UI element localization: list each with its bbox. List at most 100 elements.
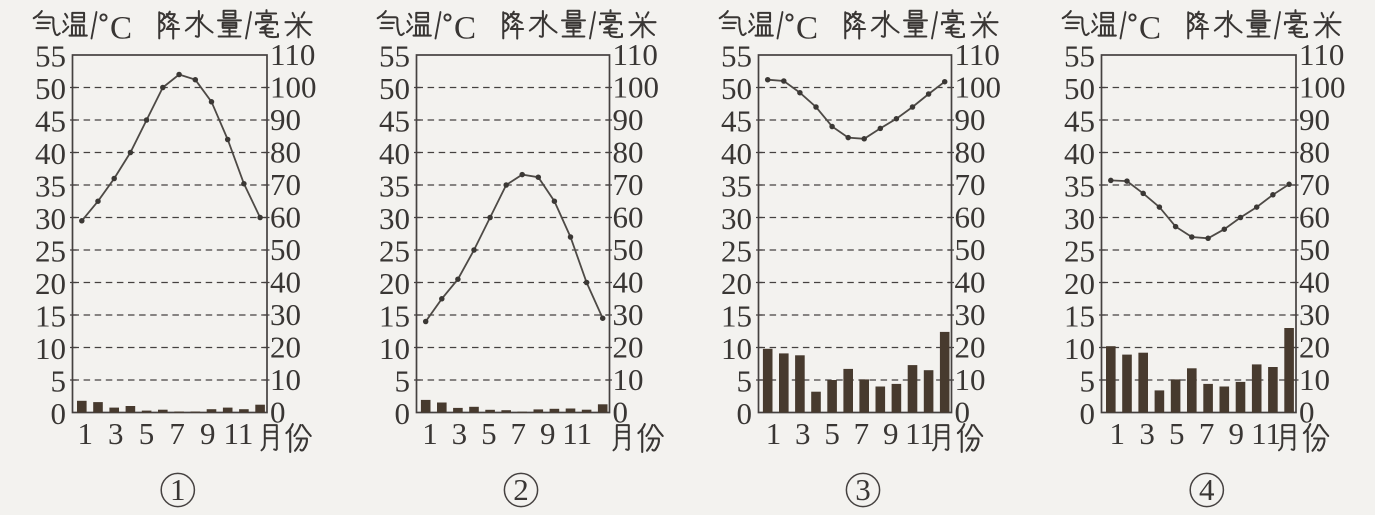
- svg-text:3: 3: [1139, 416, 1155, 451]
- svg-text:10: 10: [35, 331, 66, 366]
- svg-text:60: 60: [1299, 200, 1330, 235]
- svg-text:50: 50: [1064, 71, 1095, 106]
- svg-text:80: 80: [270, 135, 301, 170]
- svg-text:20: 20: [1299, 330, 1330, 365]
- svg-text:50: 50: [379, 71, 410, 106]
- svg-text:0: 0: [270, 395, 286, 430]
- svg-text:15: 15: [35, 299, 66, 334]
- svg-text:15: 15: [1064, 299, 1095, 334]
- svg-text:20: 20: [955, 330, 986, 365]
- svg-text:70: 70: [613, 167, 644, 202]
- svg-text:60: 60: [955, 200, 986, 235]
- svg-text:7: 7: [511, 416, 527, 451]
- svg-text:9: 9: [1229, 416, 1245, 451]
- svg-text:10: 10: [1299, 362, 1330, 397]
- svg-text:50: 50: [613, 232, 644, 267]
- svg-text:55: 55: [721, 39, 752, 74]
- svg-text:70: 70: [1299, 167, 1330, 202]
- svg-text:30: 30: [35, 201, 66, 236]
- svg-text:90: 90: [613, 102, 644, 137]
- svg-text:15: 15: [379, 299, 410, 334]
- svg-text:100: 100: [1299, 70, 1346, 105]
- svg-text:100: 100: [955, 70, 1002, 105]
- svg-text:20: 20: [721, 266, 752, 301]
- svg-text:25: 25: [379, 234, 410, 269]
- svg-text:1: 1: [422, 416, 438, 451]
- svg-text:30: 30: [955, 297, 986, 332]
- svg-text:10: 10: [1064, 331, 1095, 366]
- svg-text:90: 90: [270, 102, 301, 137]
- svg-text:110: 110: [270, 37, 315, 72]
- svg-text:0: 0: [395, 396, 411, 431]
- svg-text:50: 50: [721, 71, 752, 106]
- svg-text:45: 45: [379, 104, 410, 139]
- svg-text:110: 110: [955, 37, 1000, 72]
- svg-text:70: 70: [270, 167, 301, 202]
- svg-text:0: 0: [1299, 395, 1315, 430]
- svg-text:C: C: [454, 11, 476, 47]
- svg-text:5: 5: [51, 364, 67, 399]
- svg-text:5: 5: [824, 416, 840, 451]
- svg-text:20: 20: [379, 266, 410, 301]
- svg-text:45: 45: [721, 104, 752, 139]
- svg-text:15: 15: [721, 299, 752, 334]
- svg-text:40: 40: [379, 136, 410, 171]
- svg-text:55: 55: [1064, 39, 1095, 74]
- svg-text:11: 11: [905, 416, 935, 451]
- svg-text:0: 0: [613, 395, 629, 430]
- svg-text:40: 40: [270, 265, 301, 300]
- svg-text:25: 25: [721, 234, 752, 269]
- svg-text:70: 70: [955, 167, 986, 202]
- svg-text:1: 1: [766, 416, 782, 451]
- svg-text:30: 30: [1064, 201, 1095, 236]
- svg-text:2: 2: [513, 472, 529, 507]
- svg-text:9: 9: [883, 416, 899, 451]
- svg-text:50: 50: [270, 232, 301, 267]
- svg-text:50: 50: [35, 71, 66, 106]
- svg-text:25: 25: [1064, 234, 1095, 269]
- svg-text:10: 10: [955, 362, 986, 397]
- svg-text:80: 80: [613, 135, 644, 170]
- svg-text:3: 3: [795, 416, 811, 451]
- svg-text:11: 11: [562, 416, 592, 451]
- svg-text:80: 80: [1299, 135, 1330, 170]
- svg-text:25: 25: [35, 234, 66, 269]
- svg-text:90: 90: [1299, 102, 1330, 137]
- svg-text:30: 30: [721, 201, 752, 236]
- svg-text:80: 80: [955, 135, 986, 170]
- svg-text:30: 30: [270, 297, 301, 332]
- svg-text:90: 90: [955, 102, 986, 137]
- svg-text:0: 0: [51, 396, 67, 431]
- svg-text:55: 55: [379, 39, 410, 74]
- svg-text:7: 7: [854, 416, 870, 451]
- svg-text:1: 1: [1110, 416, 1126, 451]
- svg-text:35: 35: [721, 169, 752, 204]
- svg-text:10: 10: [270, 362, 301, 397]
- svg-text:40: 40: [1299, 265, 1330, 300]
- svg-text:100: 100: [613, 70, 660, 105]
- svg-text:9: 9: [540, 416, 556, 451]
- svg-text:35: 35: [35, 169, 66, 204]
- svg-text:40: 40: [721, 136, 752, 171]
- svg-text:45: 45: [35, 104, 66, 139]
- svg-text:10: 10: [379, 331, 410, 366]
- svg-text:C: C: [1139, 11, 1161, 47]
- svg-text:40: 40: [955, 265, 986, 300]
- svg-text:1: 1: [170, 472, 186, 507]
- svg-text:3: 3: [108, 416, 124, 451]
- svg-text:10: 10: [613, 362, 644, 397]
- svg-text:7: 7: [1199, 416, 1215, 451]
- svg-text:4: 4: [1199, 472, 1215, 507]
- svg-text:100: 100: [270, 70, 317, 105]
- svg-text:20: 20: [1064, 266, 1095, 301]
- svg-text:110: 110: [1299, 37, 1344, 72]
- svg-text:0: 0: [737, 396, 753, 431]
- svg-text:5: 5: [481, 416, 497, 451]
- svg-text:40: 40: [1064, 136, 1095, 171]
- svg-text:3: 3: [452, 416, 468, 451]
- svg-text:30: 30: [613, 297, 644, 332]
- svg-text:1: 1: [77, 416, 93, 451]
- svg-text:7: 7: [169, 416, 185, 451]
- svg-text:50: 50: [955, 232, 986, 267]
- svg-text:5: 5: [1080, 364, 1096, 399]
